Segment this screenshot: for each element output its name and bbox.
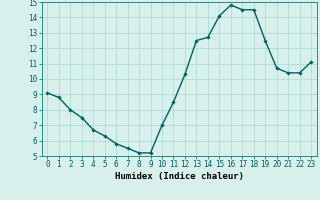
X-axis label: Humidex (Indice chaleur): Humidex (Indice chaleur)	[115, 172, 244, 181]
